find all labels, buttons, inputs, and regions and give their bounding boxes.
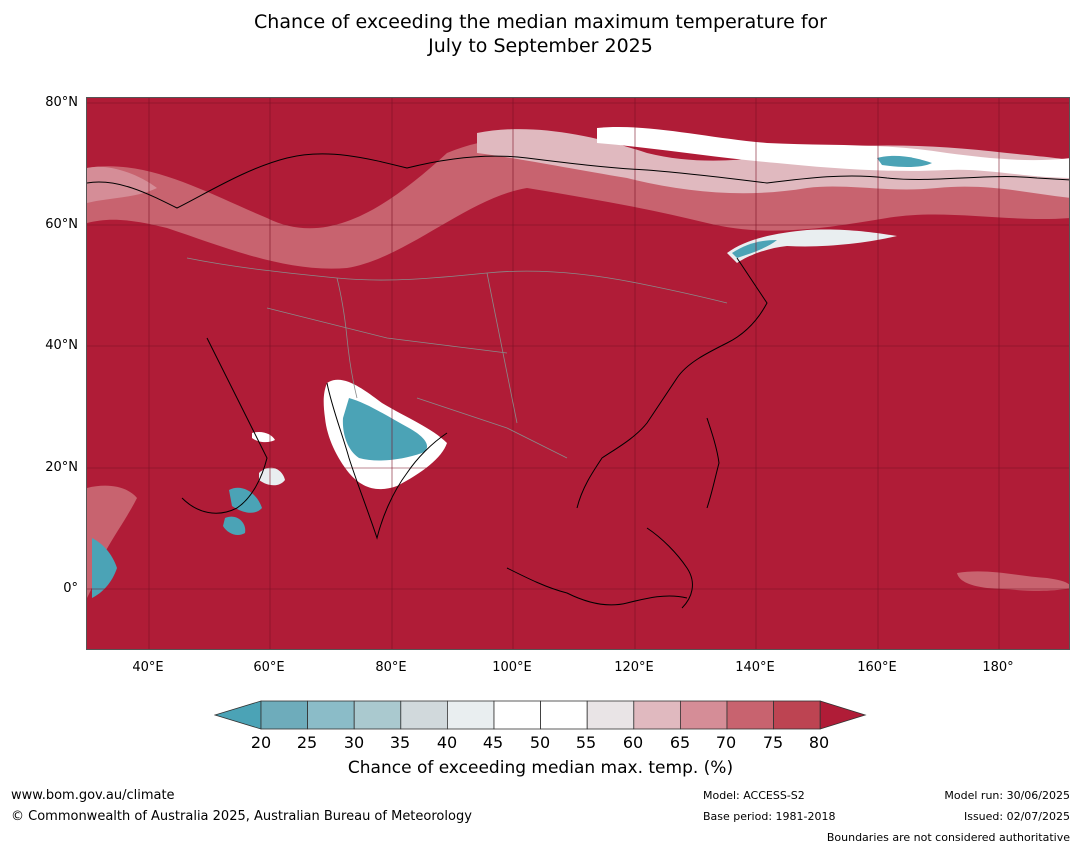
colorbar-title: Chance of exceeding median max. temp. (%…: [347, 758, 734, 778]
footer-model: Model: ACCESS-S2: [703, 789, 805, 802]
colorbar-above-extend: [819, 700, 867, 730]
colorbar-tick-20: 20: [250, 733, 272, 752]
lon-label-60e: 60°E: [253, 660, 285, 675]
lon-label-180: 180°: [982, 660, 1014, 675]
colorbar-segment: [540, 700, 588, 730]
africa-coast-pink: [87, 485, 137, 598]
lat-label-40n: 40°N: [45, 338, 78, 353]
coastlines: [87, 153, 1069, 609]
lon-label-140e: 140°E: [735, 660, 775, 675]
okhotsk-blue-patch: [732, 240, 777, 258]
footer-copyright: © Commonwealth of Australia 2025, Austra…: [11, 809, 472, 824]
map-title-line2: July to September 2025: [428, 35, 653, 57]
map-title: Chance of exceeding the median maximum t…: [0, 10, 1081, 58]
arabian-sea-patch-b: [259, 467, 285, 486]
footer-disclaimer: Boundaries are not considered authoritat…: [826, 831, 1070, 844]
colorbar-tick-60: 60: [622, 733, 644, 752]
lon-label-120e: 120°E: [614, 660, 654, 675]
lon-label-40e: 40°E: [132, 660, 164, 675]
colorbar-tick-50: 50: [529, 733, 551, 752]
graticule: [87, 98, 1069, 649]
colorbar-segment: [726, 700, 774, 730]
colorbar-segment: [446, 700, 495, 730]
pacific-pink-belt: [957, 571, 1069, 591]
lat-label-0: 0°: [63, 581, 78, 596]
colorbar: [214, 700, 867, 730]
arabia-small-white: [252, 431, 275, 443]
colorbar-tick-25: 25: [296, 733, 318, 752]
colorbar-tick-75: 75: [762, 733, 784, 752]
colorbar-segment: [307, 700, 355, 730]
colorbar-tick-65: 65: [669, 733, 691, 752]
colorbar-segment: [586, 700, 635, 730]
footer-model-run: Model run: 30/06/2025: [944, 789, 1070, 802]
arctic-white-zone: [597, 126, 1069, 178]
map-svg: [87, 98, 1069, 649]
colorbar-below-extend: [214, 700, 262, 730]
colorbar-segment: [773, 700, 821, 730]
colorbar-segment: [633, 700, 681, 730]
footer-issued: Issued: 02/07/2025: [963, 810, 1070, 823]
colorbar-tick-45: 45: [482, 733, 504, 752]
map-title-line1: Chance of exceeding the median maximum t…: [254, 11, 827, 33]
india-blue-zone: [342, 398, 428, 461]
colorbar-tick-55: 55: [575, 733, 597, 752]
colorbar-tick-35: 35: [389, 733, 411, 752]
lon-label-100e: 100°E: [492, 660, 532, 675]
okhotsk-light-patch: [727, 229, 897, 263]
lon-label-160e: 160°E: [857, 660, 897, 675]
lon-label-80e: 80°E: [375, 660, 407, 675]
colorbar-tick-70: 70: [715, 733, 737, 752]
colorbar-tick-80: 80: [808, 733, 830, 752]
country-borders: [186, 257, 728, 459]
colorbar-segment: [260, 700, 308, 730]
siberia-blue-patch: [877, 155, 932, 168]
lat-label-20n: 20°N: [45, 460, 78, 475]
colorbar-tick-30: 30: [343, 733, 365, 752]
africa-coast-blue: [92, 538, 117, 598]
arabian-sea-patch-c: [223, 516, 246, 536]
lat-label-60n: 60°N: [45, 217, 78, 232]
footer-base-period: Base period: 1981-2018: [703, 810, 836, 823]
colorbar-segment: [353, 700, 402, 730]
lat-label-80n: 80°N: [45, 95, 78, 110]
colorbar-segment: [679, 700, 728, 730]
colorbar-segment: [400, 700, 448, 730]
footer-website[interactable]: www.bom.gov.au/climate: [11, 788, 175, 803]
map-panel: [86, 97, 1070, 650]
colorbar-tick-40: 40: [436, 733, 458, 752]
arctic-light-zone: [477, 129, 1069, 198]
colorbar-segment: [493, 700, 541, 730]
